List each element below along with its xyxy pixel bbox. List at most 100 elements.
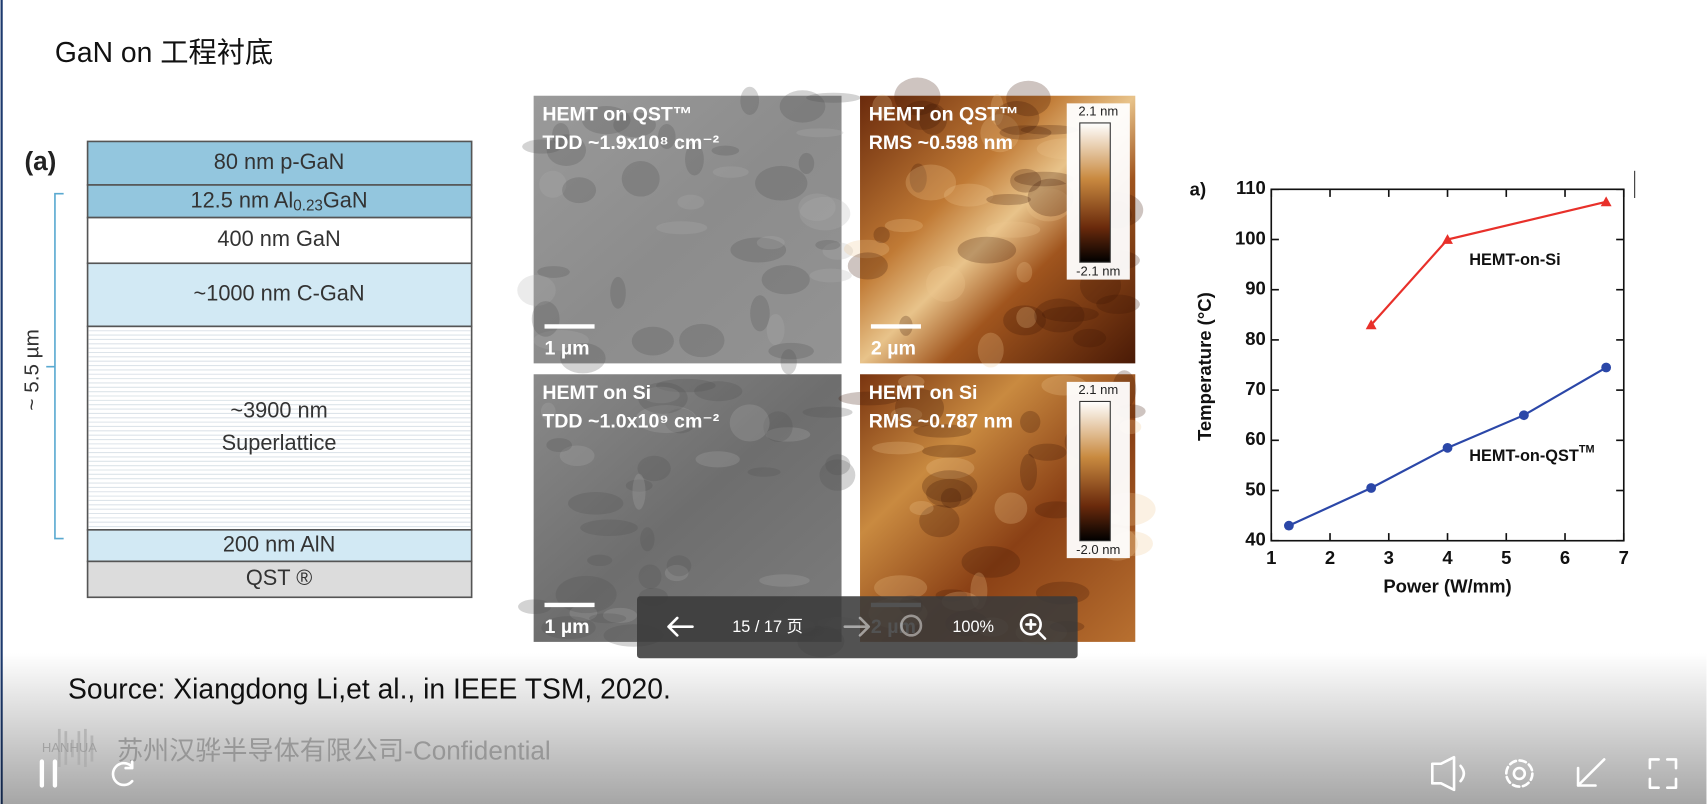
layer-stack: 80 nm p-GaN 12.5 nm Al0.23GaN 400 nm GaN ~1… <box>86 140 473 599</box>
next-page[interactable] <box>843 616 871 637</box>
texture <box>905 164 957 201</box>
volume[interactable] <box>1430 755 1466 792</box>
micrograph-title: HEMT on Si <box>542 382 651 404</box>
zoom-out[interactable] <box>900 614 923 637</box>
texture <box>666 555 692 577</box>
texture <box>750 295 770 332</box>
texture <box>961 546 1021 578</box>
texture <box>806 92 861 103</box>
fullscreen[interactable] <box>1648 758 1678 789</box>
texture <box>1014 171 1074 187</box>
micrograph-title: HEMT on QST™ <box>542 103 692 125</box>
texture <box>799 196 851 231</box>
texture <box>1003 305 1046 336</box>
pause[interactable] <box>39 759 58 788</box>
texture <box>999 125 1052 140</box>
scale-label: 2 µm <box>871 337 916 359</box>
marker <box>1600 196 1612 207</box>
texture <box>902 100 943 130</box>
texture <box>1026 188 1071 222</box>
texture <box>625 479 653 492</box>
colorbar <box>1079 400 1111 542</box>
texture <box>1028 443 1067 461</box>
texture <box>664 564 689 582</box>
texture <box>638 382 688 414</box>
texture <box>872 441 925 455</box>
texture <box>1020 453 1038 491</box>
texture <box>541 616 596 640</box>
texture <box>1027 178 1074 217</box>
texture <box>517 274 556 306</box>
texture <box>640 527 655 552</box>
texture <box>740 86 760 115</box>
x-tick-label: 2 <box>1325 547 1335 568</box>
zoom-in[interactable] <box>1019 613 1047 640</box>
texture <box>582 106 631 135</box>
texture <box>546 134 587 167</box>
texture <box>874 575 928 601</box>
texture <box>1072 328 1107 348</box>
texture <box>1006 80 1051 117</box>
panel-label: a) <box>1190 178 1206 199</box>
texture <box>838 391 900 406</box>
texture <box>809 268 852 283</box>
x-axis-label: Power (W/mm) <box>1383 575 1511 596</box>
scale-label: 1 µm <box>545 337 590 359</box>
marker <box>1601 362 1612 373</box>
texture <box>756 236 785 250</box>
texture <box>843 239 890 259</box>
texture <box>847 252 888 280</box>
colorbar <box>1079 122 1111 263</box>
texture <box>873 226 890 244</box>
texture <box>695 451 740 468</box>
texture <box>712 166 749 178</box>
series-label: HEMT-on-QSTTM <box>1469 443 1594 465</box>
texture <box>546 438 573 452</box>
y-tick-label: 60 <box>1245 428 1266 449</box>
micrograph-metric: RMS ~0.787 nm <box>869 410 1013 432</box>
slide-title: GaN on 工程衬底 <box>55 36 273 68</box>
prev-page[interactable] <box>667 616 694 637</box>
bracket <box>46 192 64 540</box>
texture <box>562 177 597 204</box>
micrographs: HEMT on QST™ TDD ~1.9x10⁸ cm⁻² 1 µm HEMT on… <box>517 77 1156 658</box>
texture <box>796 128 844 138</box>
texture <box>1016 261 1033 283</box>
annotate[interactable] <box>1576 758 1606 787</box>
micrograph-title: HEMT on QST™ <box>869 103 1019 125</box>
texture <box>1041 306 1099 322</box>
texture <box>798 193 836 222</box>
texture <box>1020 124 1079 135</box>
texture <box>518 599 552 615</box>
colorbar-max: 2.1 nm <box>1078 104 1118 119</box>
texture <box>980 114 1020 153</box>
x-tick-label: 6 <box>1560 547 1570 568</box>
texture <box>711 145 740 156</box>
texture <box>730 237 787 263</box>
layer-label: ~3900 nm <box>230 398 327 423</box>
texture <box>957 236 1017 264</box>
texture <box>994 100 1040 135</box>
texture <box>943 183 994 207</box>
texture <box>729 404 770 442</box>
texture <box>635 404 697 434</box>
texture <box>694 381 743 402</box>
texture <box>631 326 674 356</box>
texture <box>1010 168 1042 193</box>
layer-label: 200 nm AlN <box>223 531 335 556</box>
watermark: 苏州汉骅半导体有限公司-Confidential <box>117 736 551 766</box>
texture <box>540 402 556 421</box>
texture <box>533 330 589 351</box>
texture <box>768 342 814 360</box>
chart: a) 40 50 60 70 80 90 100 110 1 2 3 4 5 6 7 Power (W/mm) T… <box>1190 170 1636 596</box>
label-sub: 0.23 <box>293 198 323 215</box>
x-tick-label: 3 <box>1384 547 1394 568</box>
texture <box>679 323 725 358</box>
zoom-level: 100% <box>952 618 994 636</box>
label-part: GaN <box>323 187 368 212</box>
refresh[interactable] <box>111 760 134 787</box>
texture <box>985 221 1041 238</box>
texture <box>610 276 626 309</box>
texture <box>909 500 934 516</box>
settings[interactable] <box>1504 759 1534 788</box>
